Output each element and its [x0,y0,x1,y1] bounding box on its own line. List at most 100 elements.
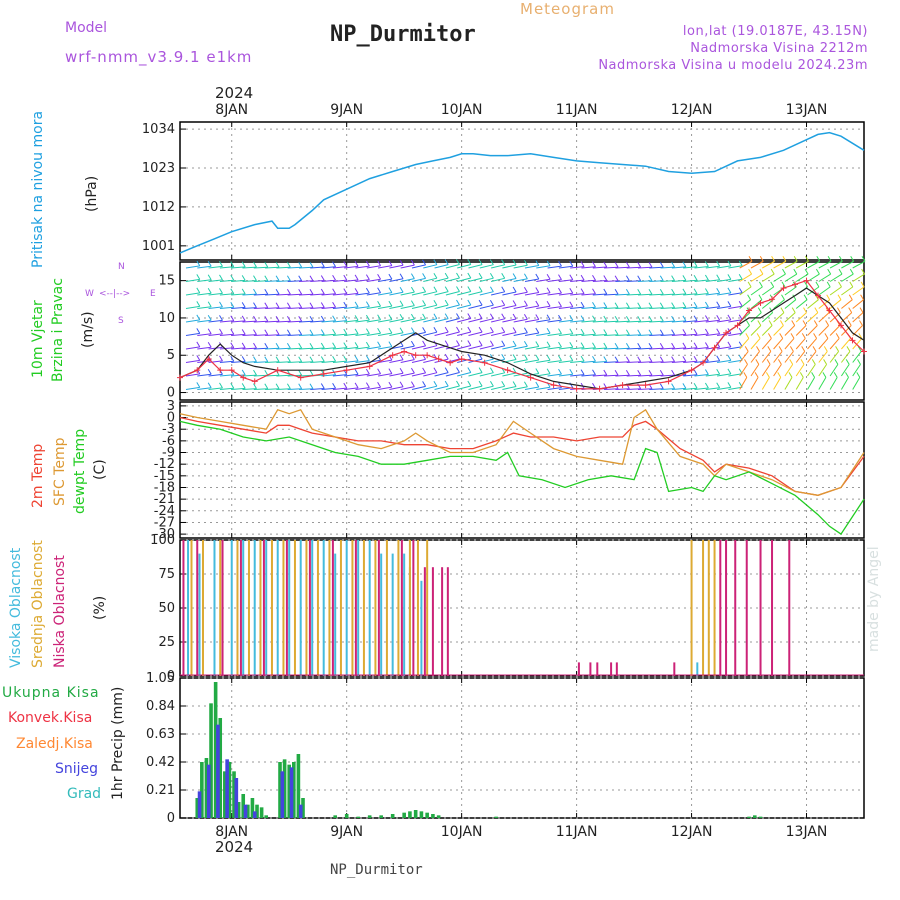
wind-barb [604,374,619,377]
wind-barb [547,292,562,296]
model-label: Model [65,20,108,36]
wind-barb [762,273,775,282]
wind-barb [276,293,291,296]
wind-barb-flag [253,302,257,308]
wind-barb-flag [603,369,608,376]
wind-barb [321,320,336,323]
wind-barb-flag [388,287,393,293]
wind-barb [750,260,764,269]
wind-barb-flag [410,354,415,360]
wind-barb [761,377,770,390]
wind-barb-flag [671,383,676,389]
precip-bar [379,815,383,818]
wind-gust-marker [217,367,224,374]
wind-barb-flag [298,343,303,349]
precip-bar [758,816,763,818]
wind-barb [389,305,404,309]
wind-barb-flag [781,281,786,288]
cloud-bar [201,540,204,676]
wind-barb [185,332,200,336]
wind-barb [310,307,325,309]
wind-barb [411,291,426,296]
wind-barb-flag [727,274,732,280]
wind-barb [604,320,619,323]
wind-barb-flag [377,274,382,280]
wind-barb-flag [693,274,698,281]
wind-gust-marker [481,359,488,366]
wind-barb-flag [422,327,427,333]
wind-barb [637,374,653,377]
wind-barb [513,345,528,350]
wind-barb-flag [456,259,460,265]
wind-barb-flag [230,382,235,389]
wind-gust-marker [228,367,235,374]
wind-barb-flag [811,372,816,378]
wind-barb [265,361,280,363]
wind-barb-flag [802,320,807,326]
wind-barb-flag [801,333,806,339]
wind-barb-flag [241,288,246,295]
wind-barb-flag [489,340,494,346]
wind-barb-flag [815,281,820,288]
wind-barb-flag [275,383,280,390]
wind-barb [739,377,748,390]
wind-barb-flag [275,316,280,322]
wind-barb [298,266,314,269]
wind-barb [445,385,460,390]
wind-barb-flag [682,329,687,335]
pressure-line [179,131,865,254]
wind-barb [852,260,866,269]
wind-barb [570,306,585,309]
wind-barb [581,266,596,269]
wind-barb [298,374,314,377]
wind-barb [671,333,686,336]
wind-barb-flag [410,286,415,293]
wind-barb [683,347,698,350]
wind-barb [637,293,653,296]
wind-barb [829,351,839,363]
wind-barb-flag [343,288,348,294]
wind-barb [626,320,641,323]
wind-barb-flag [727,260,732,267]
wind-barb [423,358,438,363]
wind-barb [694,333,709,336]
wind-barb-flag [354,369,359,375]
wind-barb-flag [512,340,517,347]
wind-barb-flag [625,275,630,282]
wind-barb [705,292,720,296]
wind-barb [479,372,494,377]
wind-barb [592,347,607,350]
wind-barb-flag [793,268,798,275]
wind-barb-flag [671,342,676,349]
lonlat-label: lon,lat (19.0187E, 43.15N) [682,24,868,39]
wind-barb [321,266,336,269]
wind-barb [468,331,483,336]
wind-barb-flag [286,329,291,336]
wind-barb-flag [467,380,472,387]
wind-barb [310,320,325,323]
wind-barb [807,286,820,296]
wind-barb-flag [343,301,348,308]
wind-barb-flag [805,256,809,262]
precip-bar [296,754,301,818]
wind-barb-flag [759,256,764,262]
wind-barb-flag [756,333,761,339]
wind-barb [287,361,302,363]
wind-barb-flag [264,383,269,389]
wind-barb [208,265,223,269]
wind-barb [660,266,675,269]
wind-barb-flag [512,273,517,279]
cloud-bar [713,540,716,676]
wind-barb [400,359,415,363]
wind-barb [513,305,528,309]
wind-barb-flag [614,275,619,281]
cloud-bar [610,662,613,676]
wind-barb [253,388,268,390]
wind-barb-flag [682,288,687,295]
wind-barb [795,260,809,269]
wind-barb-flag [569,315,574,321]
wind-barb-flag [388,327,393,334]
wind-barb-flag [637,329,642,336]
wind-barb-flag [546,274,551,280]
wind-barb [332,293,347,296]
